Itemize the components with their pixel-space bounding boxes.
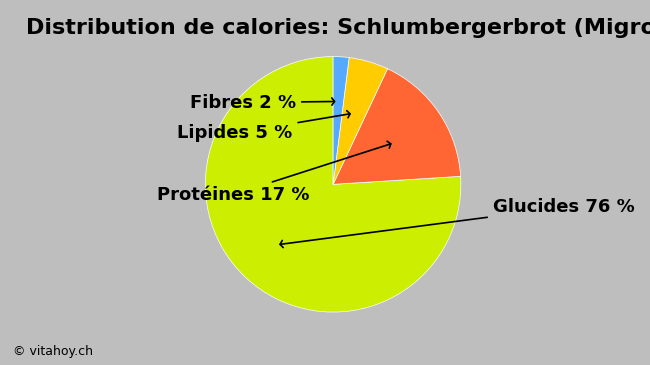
- Text: Distribution de calories: Schlumbergerbrot (Migros): Distribution de calories: Schlumbergerbr…: [26, 18, 650, 38]
- Wedge shape: [333, 57, 349, 184]
- Text: Protéines 17 %: Protéines 17 %: [157, 141, 391, 204]
- Text: © vitahoy.ch: © vitahoy.ch: [13, 345, 93, 358]
- Wedge shape: [333, 58, 387, 184]
- Text: Fibres 2 %: Fibres 2 %: [190, 93, 335, 112]
- Text: Lipides 5 %: Lipides 5 %: [177, 111, 350, 142]
- Text: Glucides 76 %: Glucides 76 %: [280, 198, 634, 247]
- Wedge shape: [333, 69, 461, 184]
- Wedge shape: [205, 57, 461, 312]
